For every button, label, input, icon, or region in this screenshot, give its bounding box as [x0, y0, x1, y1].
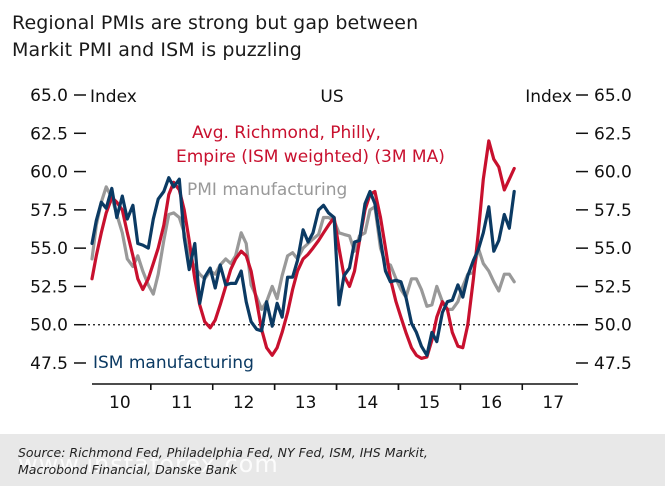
x-tick-label: 12 [233, 393, 255, 413]
series-line-0 [90, 176, 516, 357]
y-tick-label-left: 52.5 [30, 277, 68, 297]
watermark-text: www.instaforex.com [18, 450, 279, 478]
source-line-1: Source: Richmond Fed, Philadelphia Fed, … [18, 445, 428, 460]
y-tick-label-left: 60.0 [30, 163, 68, 183]
x-tick-label: 10 [109, 393, 131, 413]
source-footer: www.instaforex.com Source: Richmond Fed,… [0, 434, 665, 486]
series-line-1 [90, 139, 516, 360]
source-text: Source: Richmond Fed, Philadelphia Fed, … [18, 444, 618, 478]
series-label-red-line1: Avg. Richmond, Philly, [192, 123, 381, 143]
y-tick-label-left: 57.5 [30, 201, 68, 221]
title-block: Regional PMIs are strong but gap between… [12, 10, 652, 64]
y-tick-label-left: 62.5 [30, 124, 68, 144]
y-tick-label-right: 50.0 [594, 316, 632, 336]
y-tick-label-right: 55.0 [594, 239, 632, 259]
series-label-gray: PMI manufacturing [187, 180, 347, 200]
x-tick-label: 17 [542, 393, 564, 413]
chart-title-line-1: Regional PMIs are strong but gap between [12, 12, 419, 34]
x-tick-label: 11 [171, 393, 193, 413]
series-label-navy: ISM manufacturing [93, 353, 254, 373]
chart-subtitle: US [320, 87, 343, 107]
x-tick-label: 15 [419, 393, 441, 413]
line-chart: 65.0 65.0 62.5 62.5 60.0 60.0 57.5 57.5 55.0 55.0… [30, 86, 632, 413]
chart-title-line-2: Markit PMI and ISM is puzzling [12, 39, 302, 61]
y-tick-label-left: 50.0 [30, 316, 68, 336]
y-tick-label-right: 60.0 [594, 163, 632, 183]
x-tick-label: 14 [357, 393, 379, 413]
y-tick-label-left: 55.0 [30, 239, 68, 259]
y-axis-label-left: Index [90, 87, 137, 107]
y-tick-label-right: 52.5 [594, 277, 632, 297]
y-tick-label-right: 57.5 [594, 201, 632, 221]
source-line-2: Macrobond Financial, Danske Bank [18, 462, 238, 477]
y-axis-label-right: Index [525, 87, 572, 107]
x-tick-label: 16 [481, 393, 503, 413]
y-tick-label-left: 65.0 [30, 86, 68, 106]
y-tick-label-right: 47.5 [594, 354, 632, 374]
y-tick-label-left: 47.5 [30, 354, 68, 374]
x-tick-label: 13 [295, 393, 317, 413]
y-tick-label-right: 62.5 [594, 124, 632, 144]
series-label-red-line2: Empire (ISM weighted) (3M MA) [176, 147, 445, 167]
y-tick-label-right: 65.0 [594, 86, 632, 106]
